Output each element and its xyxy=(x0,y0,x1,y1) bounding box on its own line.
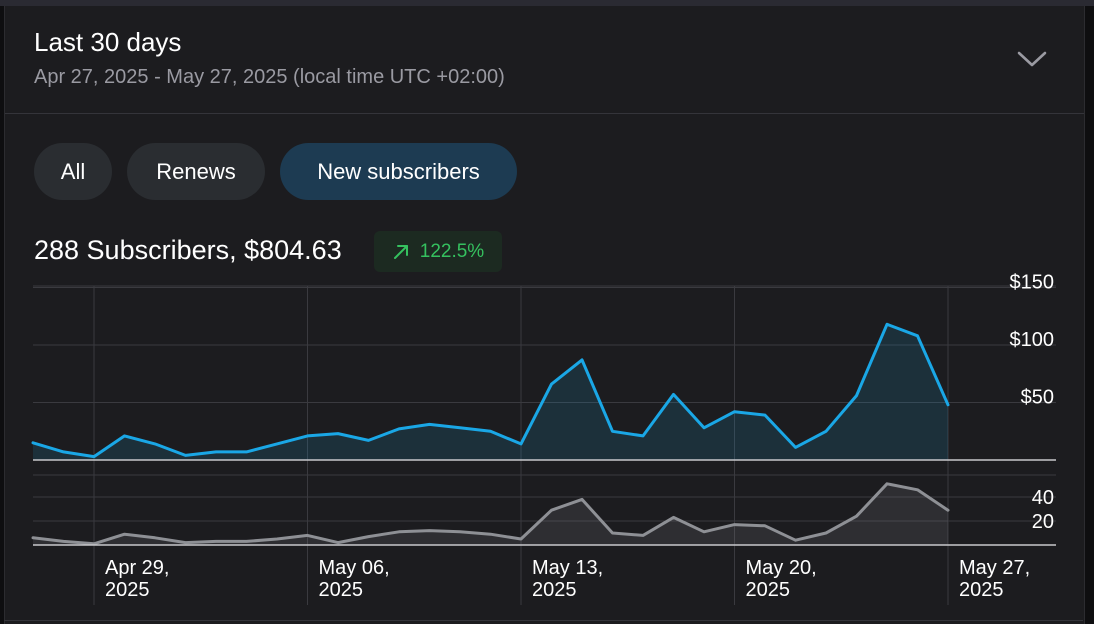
filter-new-subscribers-button[interactable]: New subscribers xyxy=(280,143,517,200)
x-tick-label: May 13, xyxy=(532,557,603,579)
subscribers-series-line xyxy=(31,482,950,546)
top-border xyxy=(0,0,1094,6)
x-tick-label: May 27, xyxy=(959,557,1030,579)
change-percent: 122.5% xyxy=(419,240,485,262)
chevron-down-icon[interactable] xyxy=(1015,46,1049,72)
change-badge: 122.5% xyxy=(374,231,502,272)
x-tick-label: 2025 xyxy=(746,579,791,601)
date-range-header[interactable]: Last 30 days Apr 27, 2025 - May 27, 2025… xyxy=(5,6,1084,114)
x-tick-label: Apr 29, xyxy=(105,557,169,579)
x-tick-label: 2025 xyxy=(319,579,364,601)
date-range-text: Apr 27, 2025 - May 27, 2025 (local time … xyxy=(34,66,505,88)
filter-all-button[interactable]: All xyxy=(34,143,112,200)
arrow-up-right-icon xyxy=(393,244,408,259)
filter-renews-button[interactable]: Renews xyxy=(127,143,265,200)
x-tick-label: May 20, xyxy=(746,557,817,579)
y-tick-label: $50 xyxy=(1021,387,1054,409)
y-tick-label: 20 xyxy=(1032,511,1054,533)
panel-bottom-border xyxy=(4,620,1083,621)
revenue-series-area xyxy=(33,324,948,460)
x-tick-label: 2025 xyxy=(959,579,1004,601)
y-tick-label: 40 xyxy=(1032,487,1054,509)
y-tick-label: $150 xyxy=(1010,272,1055,294)
x-tick-label: 2025 xyxy=(532,579,577,601)
revenue-series-line xyxy=(31,322,950,459)
summary-total: 288 Subscribers, $804.63 xyxy=(34,235,342,265)
y-tick-label: $100 xyxy=(1010,329,1055,351)
period-title: Last 30 days xyxy=(34,27,182,57)
x-tick-label: May 06, xyxy=(319,557,390,579)
x-tick-label: 2025 xyxy=(105,579,150,601)
